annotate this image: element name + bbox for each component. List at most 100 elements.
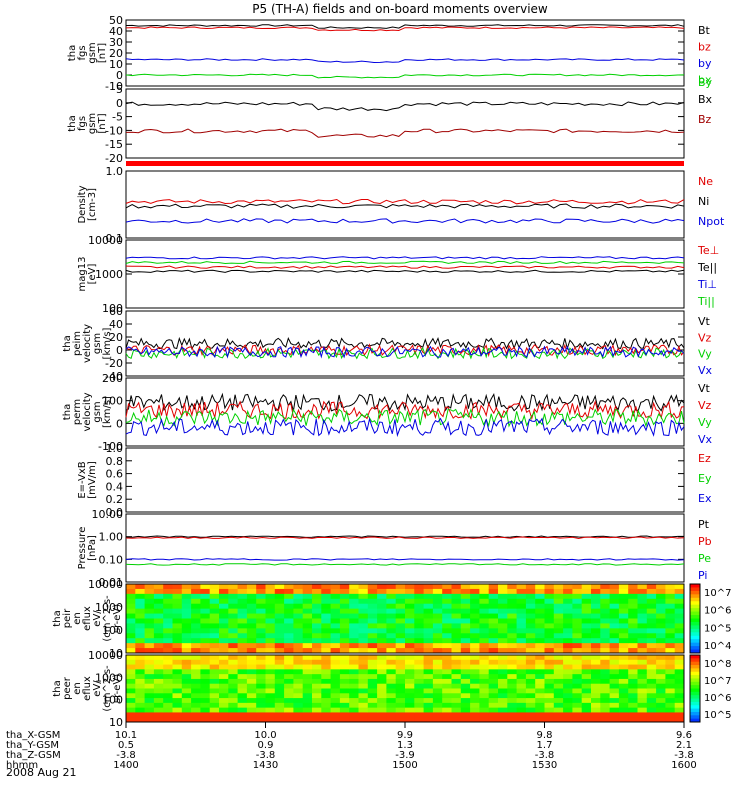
heatmap-cell — [609, 598, 620, 605]
heatmap-cell — [349, 688, 359, 694]
heatmap-cell — [581, 688, 592, 694]
heatmap-cell — [321, 584, 332, 590]
heatmap-cell — [432, 623, 443, 629]
heatmap-cell — [274, 584, 285, 590]
heatmap-cell — [330, 707, 341, 713]
colorbar-swatch — [690, 601, 700, 606]
heatmap-cell — [414, 638, 425, 644]
heatmap-cell — [656, 648, 666, 654]
legend-Ey: Ey — [698, 472, 712, 485]
heatmap-cell — [135, 593, 146, 600]
heatmap-cell — [498, 613, 508, 619]
y-axis-label: thapeimvelocitygsm[km/s] — [62, 324, 113, 363]
heatmap-cell — [470, 717, 480, 723]
heatmap-cell — [284, 618, 294, 624]
legend-By: By — [698, 76, 713, 89]
heatmap-cell — [312, 669, 322, 675]
heatmap-cell — [312, 683, 322, 689]
legend-bx: bx — [698, 74, 712, 87]
heatmap-cell — [144, 688, 155, 694]
heatmap-cell — [460, 693, 471, 699]
heatmap-cell — [339, 584, 350, 590]
heatmap-cell — [377, 643, 387, 649]
heatmap-cell — [553, 648, 564, 654]
y-axis-label: thapermvelocitygsm[km/s] — [62, 392, 113, 431]
heatmap-cell — [358, 688, 369, 694]
heatmap-cell — [265, 628, 276, 634]
heatmap-cell — [228, 598, 239, 605]
heatmap-cell — [432, 674, 443, 680]
heatmap-cell — [237, 593, 248, 600]
heatmap-cell — [591, 598, 601, 605]
heatmap-cell — [637, 618, 648, 624]
heatmap-cell — [274, 659, 285, 666]
heatmap-cell — [265, 643, 276, 649]
heatmap-cell — [460, 593, 471, 600]
heatmap-cell — [628, 638, 638, 644]
heatmap-cell — [321, 659, 332, 666]
heatmap-cell — [442, 717, 452, 723]
heatmap-cell — [591, 693, 601, 699]
heatmap-cell — [628, 628, 638, 634]
heatmap-cell — [237, 638, 248, 644]
heatmap-cell — [200, 655, 211, 661]
series-Vy — [125, 346, 685, 360]
heatmap-cell — [516, 608, 527, 615]
heatmap-cell — [591, 655, 601, 661]
heatmap-cell — [191, 598, 201, 605]
heatmap-cell — [628, 717, 638, 723]
heatmap-cell — [386, 623, 397, 629]
heatmap-cell — [637, 669, 648, 675]
heatmap-cell — [163, 688, 173, 694]
heatmap-cell — [525, 702, 536, 709]
heatmap-cell — [181, 608, 192, 615]
heatmap-cell — [386, 707, 397, 713]
series-Te|| — [125, 269, 685, 273]
heatmap-cell — [432, 643, 443, 649]
heatmap-cell — [191, 628, 201, 634]
heatmap-cell — [302, 702, 313, 709]
heatmap-cell — [219, 628, 229, 634]
heatmap-cell — [209, 588, 220, 595]
heatmap-cell — [395, 717, 406, 723]
heatmap-cell — [432, 683, 443, 689]
heatmap-cell — [200, 683, 211, 689]
heatmap-cell — [135, 623, 146, 629]
heatmap-cell — [442, 678, 452, 685]
heatmap-cell — [126, 688, 136, 694]
heatmap-cell — [200, 717, 211, 723]
heatmap-cell — [609, 608, 620, 615]
heatmap-cell — [525, 717, 536, 723]
heatmap-cell — [144, 584, 155, 590]
heatmap-cell — [153, 712, 164, 718]
heatmap-cell — [172, 664, 183, 670]
heatmap-cell — [544, 633, 555, 639]
heatmap-cell — [312, 702, 322, 709]
heatmap-cell — [516, 603, 527, 610]
heatmap-cell — [274, 648, 285, 654]
heatmap-cell — [460, 608, 471, 615]
heatmap-cell — [516, 648, 527, 654]
heatmap-cell — [665, 669, 676, 675]
heatmap-cell — [544, 618, 555, 624]
heatmap-cell — [358, 669, 369, 675]
x-row-label: tha_X-GSM — [6, 730, 60, 741]
heatmap-cell — [525, 674, 536, 680]
heatmap-cell — [609, 664, 620, 670]
heatmap-cell — [302, 648, 313, 654]
legend-Pe: Pe — [698, 552, 711, 565]
heatmap-cell — [228, 674, 239, 680]
heatmap-cell — [135, 608, 146, 615]
heatmap-cell — [637, 702, 648, 709]
heatmap-cell — [330, 628, 341, 634]
colorbar-swatch — [690, 587, 700, 592]
heatmap-cell — [395, 588, 406, 595]
heatmap-cell — [349, 638, 359, 644]
heatmap-cell — [302, 584, 313, 590]
heatmap-cell — [525, 584, 536, 590]
y-tick-label: 0.6 — [106, 468, 124, 481]
heatmap-cell — [451, 674, 462, 680]
heatmap-cell — [181, 643, 192, 649]
heatmap-cell — [386, 669, 397, 675]
heatmap-cell — [563, 633, 573, 639]
